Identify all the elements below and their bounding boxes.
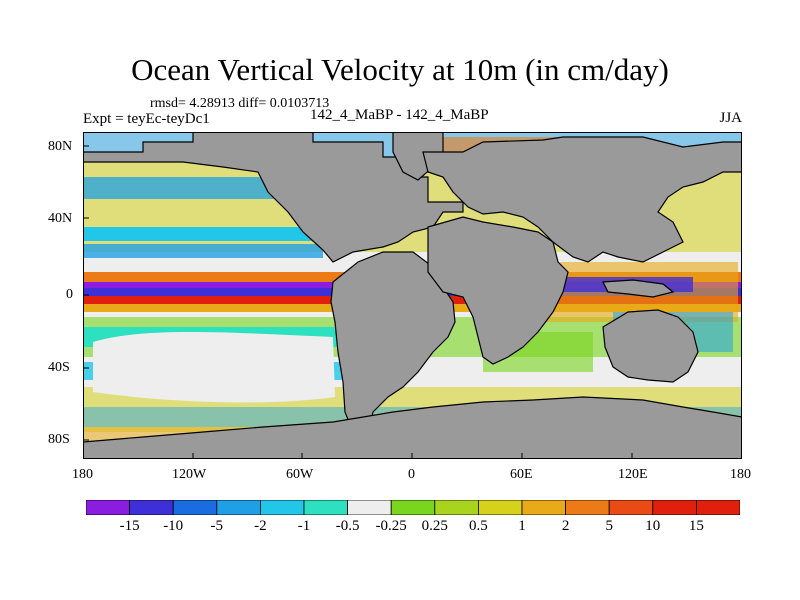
velocity-map [83, 132, 742, 459]
lon-tick-180e: 180 [730, 467, 751, 482]
colorbar-label: 2 [561, 518, 570, 534]
lon-tick-120e: 120E [618, 467, 648, 482]
colorbar-label: 1 [518, 518, 526, 534]
colorbar-label: -10 [163, 518, 184, 534]
lat-tick-40s: 40S [48, 360, 70, 375]
colorbar-label: -5 [210, 518, 224, 534]
colorbar-box [477, 500, 523, 515]
lat-tick-80s: 80S [48, 432, 70, 447]
colorbar-label: 0.5 [469, 518, 488, 534]
colorbar-label: 10 [645, 518, 661, 534]
lat-tick-80n: 80N [48, 139, 73, 154]
land-antarctica [83, 396, 742, 459]
colorbar-label: -0.25 [375, 518, 407, 534]
land-eurasia [422, 136, 742, 263]
land-south-america [330, 251, 456, 433]
colorbar-label: 0.25 [421, 518, 448, 534]
colorbar-box [347, 500, 392, 515]
colorbar-box [608, 500, 654, 515]
land-north-america [83, 132, 464, 263]
colorbar-label: 5 [605, 518, 613, 534]
land-australia [602, 309, 699, 383]
season-label: JJA [719, 110, 742, 126]
colorbar-box [129, 500, 174, 515]
colorbar-box [259, 500, 305, 515]
colorbar [86, 500, 740, 515]
lon-tick-60e: 60E [510, 467, 533, 482]
colorbar-box [521, 500, 566, 515]
lat-tick-40n: 40N [48, 211, 73, 226]
colorbar-label: 15 [688, 518, 704, 534]
colorbar-box [652, 500, 697, 515]
land-maritime-continent [602, 279, 675, 298]
colorbar-box [216, 500, 261, 515]
colorbar-label: -0.5 [335, 518, 360, 534]
map-tick-marks [83, 145, 633, 459]
experiment-label: Expt = teyEc-teyDc1 [83, 111, 210, 127]
colorbar-box [172, 500, 218, 515]
colorbar-box [434, 500, 479, 515]
lon-tick-60w: 60W [286, 467, 314, 482]
lon-tick-180w: 180 [72, 467, 93, 482]
colorbar-label: -15 [119, 518, 140, 534]
colorbar-box [565, 500, 610, 515]
figure-title: Ocean Vertical Velocity at 10m (in cm/da… [131, 52, 669, 87]
colorbar-box [390, 500, 436, 515]
lon-tick-120w: 120W [172, 467, 207, 482]
colorbar-box [696, 500, 740, 515]
land-masses [83, 132, 742, 459]
cases-label: 142_4_MaBP - 142_4_MaBP [310, 107, 489, 123]
land-africa [427, 216, 569, 365]
lon-tick-0: 0 [408, 467, 415, 482]
stats-line: rmsd= 4.28913 diff= 0.0103713 [150, 96, 330, 111]
colorbar-box [303, 500, 348, 515]
colorbar-label: -1 [297, 518, 311, 534]
colorbar-label: -2 [254, 518, 267, 534]
lat-tick-0: 0 [66, 287, 73, 302]
colorbar-box [86, 500, 130, 515]
